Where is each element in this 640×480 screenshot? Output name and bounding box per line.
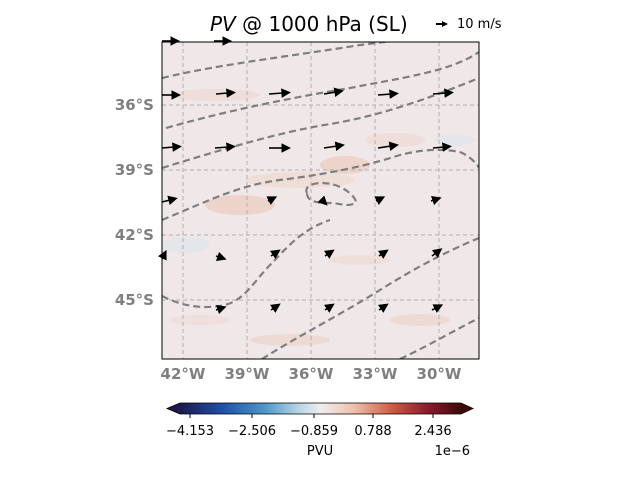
colorbar: [165, 402, 474, 418]
wind-arrow: [430, 195, 442, 206]
wind-arrow: [266, 196, 278, 206]
wind-arrow: [432, 88, 454, 98]
lon-label-36w: 36°W: [288, 365, 334, 383]
reference-vector-arrow: [436, 21, 448, 27]
lat-label-45s: 45°S: [114, 291, 154, 309]
wind-arrow: [378, 249, 389, 259]
lon-label-30w: 30°W: [416, 365, 462, 383]
wind-arrow: [215, 304, 227, 315]
wind-arrow: [432, 142, 452, 152]
wind-arrow: [431, 248, 443, 258]
wind-arrow: [378, 303, 389, 313]
wind-arrow: [377, 141, 399, 151]
wind-vectors: [157, 36, 454, 315]
lon-label-33w: 33°W: [352, 365, 398, 383]
lat-label-36s: 36°S: [114, 96, 154, 114]
colorbar-tick: 2.436: [414, 424, 452, 439]
wind-arrow: [317, 195, 328, 206]
wind-arrow: [214, 142, 236, 152]
lon-label-39w: 39°W: [224, 365, 270, 383]
reference-vector-label: 10 m/s: [457, 17, 502, 32]
wind-arrow: [324, 303, 335, 313]
colorbar-extend-max: [461, 403, 473, 414]
map-frame: [161, 41, 480, 360]
contours: [162, 42, 479, 359]
wind-arrow: [161, 195, 178, 206]
wind-arrow: [270, 303, 281, 313]
wind-arrow: [215, 88, 236, 98]
colorbar-extend-min: [167, 403, 180, 414]
colorbar-exponent: 1e−6: [434, 444, 470, 459]
colorbar-tick: −4.153: [165, 424, 215, 439]
title-rest: @ 1000 hPa (SL): [235, 12, 408, 36]
lat-label-39s: 39°S: [114, 161, 154, 179]
wind-arrow: [323, 141, 345, 151]
wind-arrow: [323, 87, 344, 97]
title-variable: PV: [210, 12, 236, 36]
lon-label-42w: 42°W: [160, 365, 206, 383]
wind-arrow: [377, 89, 399, 99]
wind-arrow: [431, 304, 444, 314]
wind-arrow: [324, 249, 335, 259]
map-title: PV @ 1000 hPa (SL): [210, 12, 408, 36]
wind-arrow: [374, 196, 386, 206]
colorbar-tick: 0.788: [354, 424, 392, 439]
colorbar-tick: −0.859: [289, 424, 339, 439]
lat-label-42s: 42°S: [114, 226, 154, 244]
colorbar-tick: −2.506: [227, 424, 277, 439]
colorbar-label: PVU: [306, 444, 334, 459]
wind-arrow: [215, 251, 227, 262]
wind-arrow: [270, 249, 281, 259]
wind-arrow: [161, 142, 182, 152]
wind-arrow: [268, 88, 291, 98]
